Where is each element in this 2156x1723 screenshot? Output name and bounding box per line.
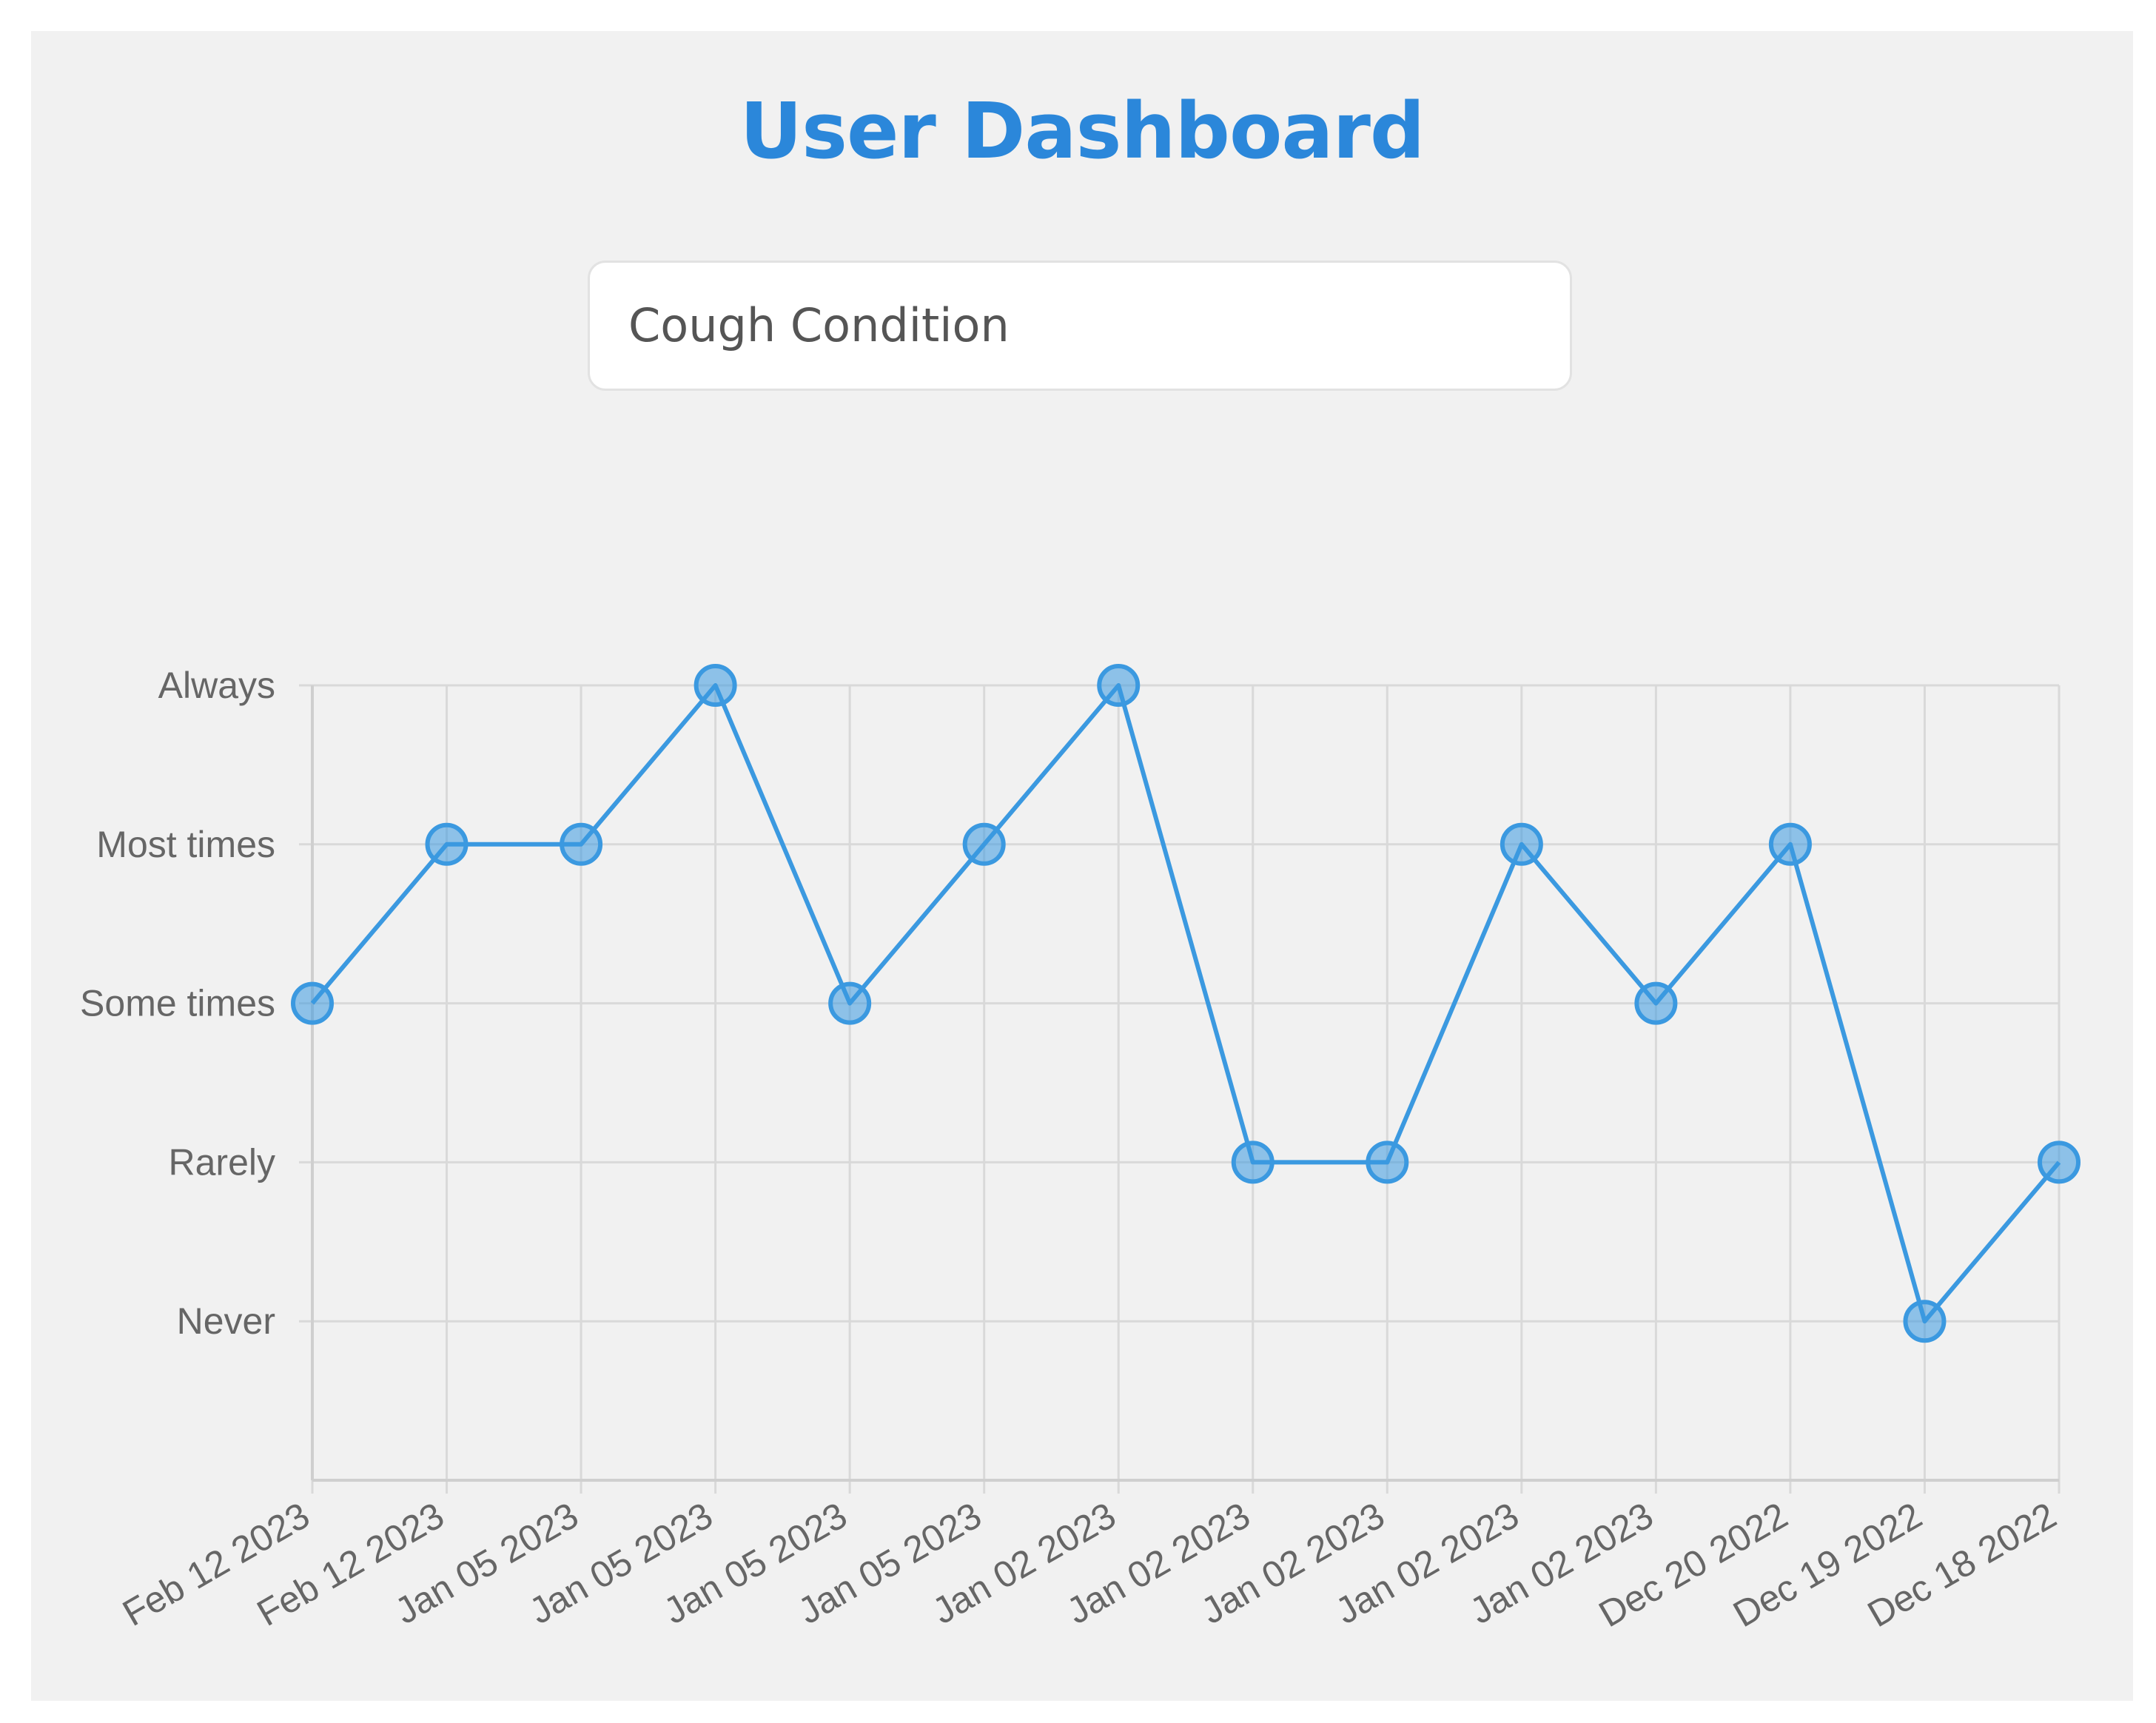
data-point[interactable] (962, 822, 1006, 866)
y-tick-label: Always (158, 665, 275, 706)
data-point[interactable] (560, 822, 603, 866)
y-tick-label: Most times (96, 824, 275, 865)
data-point[interactable] (1634, 981, 1678, 1025)
page-title: User Dashboard (739, 86, 1425, 176)
y-tick-label: Some times (80, 983, 275, 1024)
condition-select-value: Cough Condition (628, 298, 1010, 352)
y-tick-label: Rarely (169, 1141, 275, 1183)
data-point[interactable] (1366, 1141, 1409, 1184)
y-axis: Never Rarely Some times Most times Always (80, 665, 275, 1342)
dashboard-panel: User Dashboard Cough Condition Never Rare… (31, 31, 2133, 1701)
series-line (310, 683, 2061, 1324)
data-point[interactable] (1097, 664, 1141, 707)
data-point[interactable] (694, 664, 737, 707)
data-point[interactable] (425, 822, 469, 866)
data-point[interactable] (1500, 822, 1543, 866)
data-point[interactable] (1768, 822, 1812, 866)
data-point[interactable] (2038, 1141, 2081, 1184)
data-point[interactable] (1231, 1141, 1275, 1184)
condition-select[interactable]: Cough Condition (588, 261, 1572, 391)
data-point[interactable] (291, 981, 334, 1025)
series (291, 664, 2081, 1343)
data-point[interactable] (1903, 1300, 1947, 1343)
y-tick-label: Never (177, 1300, 275, 1342)
data-point[interactable] (828, 981, 872, 1025)
grid (299, 684, 2061, 1494)
cough-condition-chart: Never Rarely Some times Most times Always Fe… (80, 664, 2081, 1635)
